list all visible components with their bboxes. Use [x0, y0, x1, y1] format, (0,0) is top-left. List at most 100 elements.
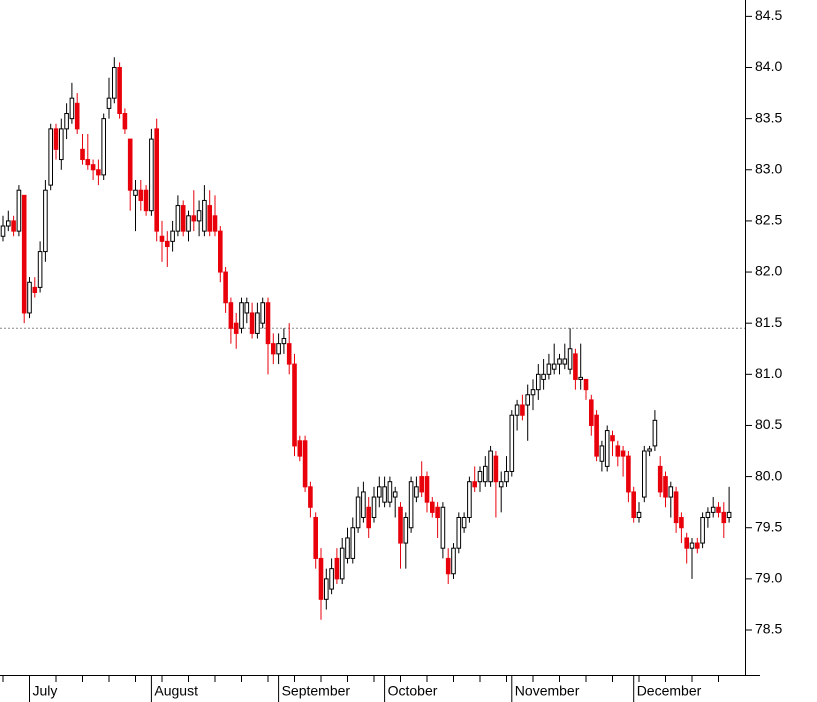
- candle-body: [159, 235, 165, 242]
- candle-body: [85, 159, 91, 166]
- candle-body: [233, 322, 239, 334]
- y-tick-label: 80.0: [755, 467, 782, 483]
- candle-body: [175, 205, 181, 232]
- candle-body: [21, 194, 27, 314]
- x-tick-label: November: [515, 683, 580, 699]
- candle-body: [117, 67, 122, 115]
- candle-body: [64, 113, 69, 130]
- candle-body: [80, 148, 85, 161]
- candle-body: [673, 491, 679, 524]
- x-tick-label: December: [637, 683, 702, 699]
- candle-body: [112, 67, 117, 99]
- candle-body: [615, 445, 621, 457]
- candle-body: [716, 506, 721, 513]
- candle-body: [297, 440, 303, 457]
- candle-body: [626, 455, 631, 493]
- candle-body: [689, 542, 695, 549]
- candle-body: [514, 404, 520, 416]
- candle-body: [170, 230, 175, 242]
- candle-body: [16, 189, 22, 232]
- candle-body: [504, 470, 509, 483]
- candle-body: [636, 511, 642, 518]
- y-tick-label: 80.5: [755, 416, 782, 432]
- candle-body: [149, 138, 154, 212]
- candle-body: [228, 302, 234, 329]
- candle-body: [424, 476, 430, 503]
- candle-body: [573, 353, 578, 380]
- candle-body: [302, 440, 308, 488]
- candle-body: [657, 465, 663, 493]
- candle-body: [414, 486, 419, 498]
- candle-body: [557, 358, 562, 365]
- candle-body: [599, 445, 605, 462]
- candle-body: [32, 286, 38, 293]
- candle-body: [721, 511, 727, 524]
- candle-body: [652, 419, 658, 447]
- candle-body: [525, 394, 531, 406]
- candle-body: [308, 486, 313, 508]
- candle-body: [705, 511, 711, 518]
- candle-body: [0, 225, 6, 237]
- candle-body: [355, 496, 361, 529]
- candle-body: [371, 496, 377, 518]
- candle-body: [202, 199, 207, 232]
- candle-body: [313, 517, 318, 559]
- candle-body: [74, 102, 80, 130]
- candle-body: [90, 164, 96, 171]
- candle-body: [546, 363, 552, 375]
- y-tick-label: 82.5: [755, 212, 782, 228]
- candle-body: [398, 506, 403, 544]
- y-tick-label: 79.5: [755, 518, 782, 534]
- candle-body: [430, 501, 435, 513]
- candle-body: [276, 343, 281, 355]
- candle-body: [695, 542, 700, 549]
- candle-body: [541, 373, 546, 380]
- x-tick-label: August: [154, 683, 198, 699]
- candle-body: [196, 210, 202, 222]
- candle-body: [101, 118, 107, 176]
- candle-body: [530, 389, 536, 396]
- candle-body: [281, 338, 287, 345]
- y-tick-label: 81.5: [755, 314, 782, 330]
- candle-body: [53, 128, 59, 150]
- candle-body: [286, 343, 292, 365]
- candle-body: [461, 517, 467, 529]
- candle-body: [567, 348, 573, 370]
- candle-body: [133, 189, 138, 196]
- candle-body: [271, 343, 276, 355]
- candle-body: [589, 399, 594, 426]
- candle-body: [710, 506, 716, 513]
- candle-body: [27, 281, 32, 314]
- candle-body: [37, 251, 43, 288]
- y-tick-label: 84.5: [755, 7, 782, 23]
- candle-body: [668, 486, 674, 498]
- candle-body: [223, 271, 228, 304]
- candle-body: [419, 476, 424, 493]
- candle-body: [324, 578, 329, 600]
- candle-body: [604, 430, 610, 467]
- candle-body: [647, 448, 652, 452]
- candle-body: [239, 302, 244, 329]
- candle-body: [467, 481, 472, 519]
- candle-body: [143, 189, 149, 212]
- candle-body: [191, 215, 197, 222]
- candle-body: [382, 486, 387, 503]
- candle-body: [610, 435, 615, 442]
- candle-body: [684, 537, 690, 549]
- candle-body: [361, 491, 366, 519]
- candle-body: [154, 128, 159, 232]
- y-tick-label: 79.0: [755, 570, 782, 586]
- candle-body: [498, 481, 504, 488]
- candle-body: [562, 358, 568, 365]
- candle-body: [477, 470, 483, 483]
- candle-body: [483, 465, 488, 483]
- candle-body: [377, 486, 382, 498]
- candle-body: [472, 481, 477, 488]
- candle-body: [726, 511, 732, 518]
- candle-body: [329, 568, 334, 590]
- candle-body: [69, 97, 75, 120]
- candle-body: [583, 378, 589, 391]
- candle-body: [165, 240, 170, 247]
- candle-body: [255, 312, 260, 334]
- candle-body: [218, 230, 223, 273]
